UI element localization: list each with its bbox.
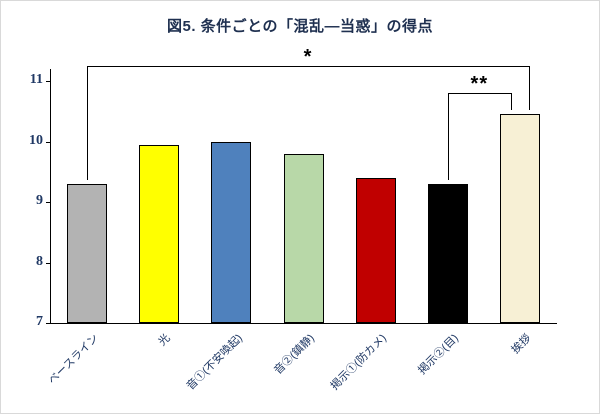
y-axis-tick-label: 7 xyxy=(36,314,43,329)
x-axis-label: 音②(鎮静) xyxy=(272,332,318,377)
significance-bracket-line xyxy=(87,65,89,180)
y-axis-tick-label: 10 xyxy=(29,132,43,148)
y-axis-tick-label: 8 xyxy=(36,253,43,269)
y-axis-tick xyxy=(46,141,50,143)
significance-label: * xyxy=(303,45,313,68)
bar xyxy=(139,144,180,323)
significance-bracket-line xyxy=(447,93,511,95)
y-axis-tick-label: 9 xyxy=(36,193,43,208)
x-axis-label: ベースライン xyxy=(45,332,101,387)
x-axis-label: 挨拶 xyxy=(509,332,534,357)
y-axis-line xyxy=(50,69,51,323)
x-axis-label: 掲示②(目) xyxy=(416,332,462,377)
significance-bracket-line xyxy=(87,65,529,67)
bar xyxy=(355,177,396,323)
y-axis-tick xyxy=(46,202,50,203)
bar xyxy=(67,183,108,323)
y-axis-tick xyxy=(46,323,50,324)
x-axis-label: 音①(不安喚起) xyxy=(184,332,245,393)
bar xyxy=(427,183,468,323)
y-axis-tick-label: 11 xyxy=(29,72,43,87)
x-axis-label: 掲示①(防カメ) xyxy=(328,332,390,393)
significance-label: ** xyxy=(470,73,489,96)
chart-title: 図5. 条件ごとの「混乱―当惑」の得点 xyxy=(166,18,434,35)
significance-bracket-line xyxy=(447,93,449,180)
y-axis-tick xyxy=(46,81,50,82)
bar xyxy=(499,114,540,323)
x-axis-label: 光 xyxy=(156,332,173,349)
y-axis-tick xyxy=(46,262,50,264)
significance-bracket-line xyxy=(510,93,512,111)
bar xyxy=(211,141,252,323)
x-axis-line xyxy=(50,323,557,324)
significance-bracket-line xyxy=(528,65,530,111)
bar xyxy=(283,153,324,323)
